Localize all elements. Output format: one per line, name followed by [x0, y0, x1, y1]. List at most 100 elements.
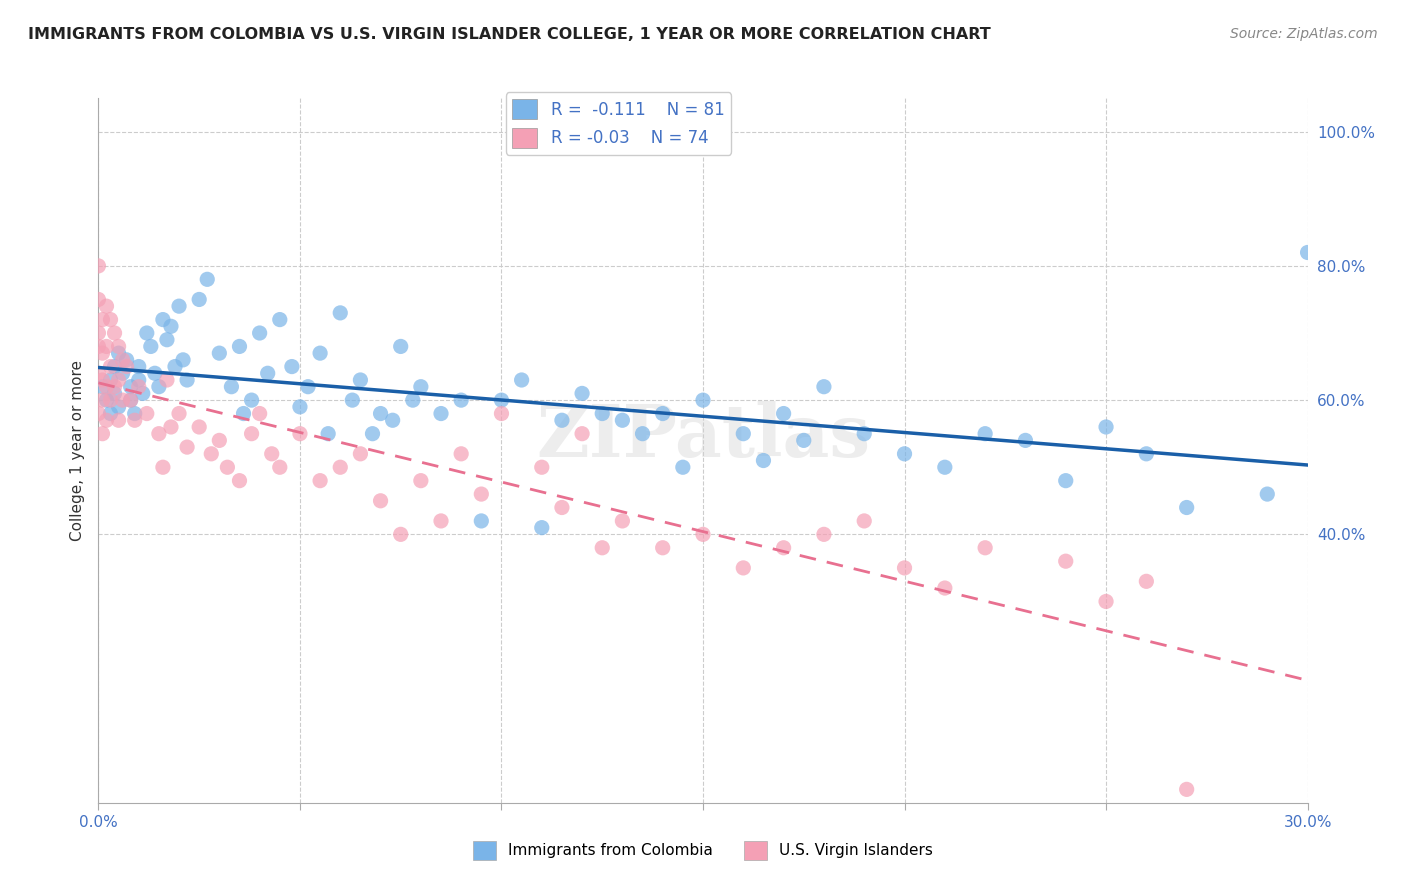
Point [309, 474, 332, 488]
Point [450, 393, 472, 408]
Point [813, 380, 835, 394]
Point [491, 393, 513, 408]
Point [91, 346, 114, 360]
Point [772, 541, 794, 555]
Point [100, 393, 122, 408]
Point [288, 426, 311, 441]
Point [1054, 474, 1077, 488]
Point [148, 426, 170, 441]
Point [510, 373, 533, 387]
Point [107, 339, 129, 353]
Point [571, 386, 593, 401]
Point [100, 359, 122, 374]
Point [692, 527, 714, 541]
Point [1296, 245, 1319, 260]
Point [329, 460, 352, 475]
Point [1054, 554, 1077, 568]
Point [974, 426, 997, 441]
Point [152, 312, 174, 326]
Point [349, 373, 371, 387]
Point [893, 561, 915, 575]
Point [167, 299, 190, 313]
Y-axis label: College, 1 year or more: College, 1 year or more [69, 360, 84, 541]
Point [167, 407, 190, 421]
Point [974, 541, 997, 555]
Point [651, 541, 673, 555]
Point [1014, 434, 1036, 448]
Point [160, 319, 183, 334]
Point [132, 386, 155, 401]
Point [103, 326, 125, 340]
Point [87, 293, 110, 307]
Point [1175, 500, 1198, 515]
Point [107, 400, 129, 414]
Point [163, 359, 186, 374]
Point [571, 426, 593, 441]
Point [208, 434, 231, 448]
Point [370, 493, 392, 508]
Point [591, 407, 613, 421]
Point [91, 426, 114, 441]
Point [91, 312, 114, 326]
Point [381, 413, 404, 427]
Point [217, 460, 239, 475]
Point [139, 339, 162, 353]
Point [389, 527, 412, 541]
Point [309, 346, 332, 360]
Point [195, 272, 218, 286]
Point [402, 393, 425, 408]
Point [188, 293, 211, 307]
Point [87, 326, 110, 340]
Point [733, 561, 755, 575]
Point [156, 373, 179, 387]
Point [96, 393, 118, 408]
Point [342, 393, 364, 408]
Point [160, 420, 183, 434]
Point [530, 521, 553, 535]
Point [135, 407, 157, 421]
Point [249, 326, 271, 340]
Point [100, 373, 122, 387]
Point [100, 312, 122, 326]
Point [176, 440, 198, 454]
Point [1135, 447, 1157, 461]
Point [96, 339, 118, 353]
Point [1175, 782, 1198, 797]
Point [111, 393, 134, 408]
Point [228, 474, 250, 488]
Point [221, 380, 243, 394]
Point [240, 393, 263, 408]
Point [103, 386, 125, 401]
Point [148, 380, 170, 394]
Point [772, 407, 794, 421]
Point [240, 426, 263, 441]
Point [1135, 574, 1157, 589]
Point [143, 366, 166, 380]
Point [107, 413, 129, 427]
Point [672, 460, 695, 475]
Point [100, 407, 122, 421]
Point [128, 359, 150, 374]
Text: IMMIGRANTS FROM COLOMBIA VS U.S. VIRGIN ISLANDER COLLEGE, 1 YEAR OR MORE CORRELA: IMMIGRANTS FROM COLOMBIA VS U.S. VIRGIN … [28, 27, 991, 42]
Point [893, 447, 915, 461]
Point [91, 393, 114, 408]
Point [200, 447, 222, 461]
Point [1256, 487, 1278, 501]
Point [87, 366, 110, 380]
Point [853, 514, 876, 528]
Point [107, 346, 129, 360]
Point [281, 359, 304, 374]
Point [208, 346, 231, 360]
Point [409, 380, 432, 394]
Point [530, 460, 553, 475]
Point [96, 299, 118, 313]
Point [232, 407, 254, 421]
Point [934, 581, 956, 595]
Point [733, 426, 755, 441]
Point [316, 426, 339, 441]
Point [111, 352, 134, 367]
Point [551, 500, 574, 515]
Point [124, 407, 146, 421]
Point [120, 380, 142, 394]
Point [651, 407, 673, 421]
